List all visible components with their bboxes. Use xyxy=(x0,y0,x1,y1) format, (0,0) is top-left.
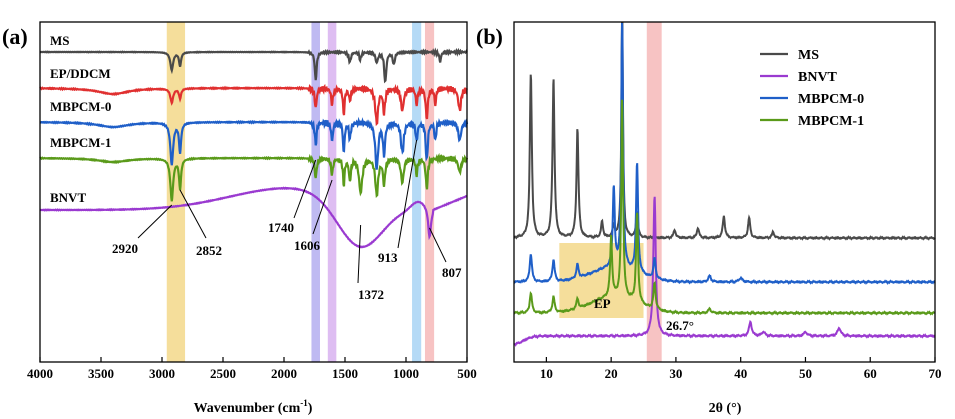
x-tick-label: 10 xyxy=(540,366,553,381)
annotations-b: EP 26.7° xyxy=(594,296,694,333)
peak-annotation: 1606 xyxy=(294,238,321,253)
legend-label: MBPCM-0 xyxy=(798,92,864,107)
x-tick-label: 30 xyxy=(669,366,682,381)
peak-annotation: 1372 xyxy=(358,287,384,302)
series-line xyxy=(39,186,467,249)
panel-label-b: (b) xyxy=(476,24,503,49)
annotation-leader xyxy=(137,204,173,239)
series-line xyxy=(39,83,468,127)
x-tick-label: 1000 xyxy=(393,366,419,381)
panel-a: 4000 3500 3000 2500 2000 1500 1000 500 MS EP/DDC… xyxy=(2,21,477,416)
legend: MS BNVT MBPCM-0 MBPCM-1 xyxy=(760,48,864,129)
ep-label: EP xyxy=(594,296,611,311)
highlight-band xyxy=(559,243,644,318)
x-axis-a: 4000 3500 3000 2500 2000 1500 1000 500 xyxy=(27,357,477,381)
x-tick-label: 3000 xyxy=(149,366,175,381)
x-tick-label: 20 xyxy=(605,366,618,381)
x-axis-title-a: Wavenumber (cm-1) xyxy=(194,398,313,416)
peak-annotation: 913 xyxy=(378,250,398,265)
highlight-band xyxy=(646,22,662,362)
series-line xyxy=(40,47,468,84)
plot-frame-b xyxy=(513,21,936,363)
highlight-band xyxy=(327,22,337,362)
series-label: BNVT xyxy=(50,190,86,205)
x-tick-label: 4000 xyxy=(27,366,53,381)
series-group xyxy=(39,47,469,249)
annotation-leader xyxy=(357,224,362,284)
x-tick-label: 2500 xyxy=(210,366,236,381)
series-label: MS xyxy=(50,33,70,48)
x-tick-label: 2000 xyxy=(271,366,297,381)
peak-annotation: 26.7° xyxy=(666,318,694,333)
annotation-leader xyxy=(397,139,418,249)
series-labels-a: MS EP/DDCM MBPCM-0 MBPCM-1 BNVT xyxy=(50,33,111,205)
plot-frame-a xyxy=(39,21,468,363)
peak-annotation: 2920 xyxy=(112,241,138,256)
legend-label: BNVT xyxy=(798,70,838,85)
highlight-band xyxy=(412,22,422,362)
highlight-band xyxy=(311,22,320,362)
annotation-leader xyxy=(179,189,207,239)
x-tick-label: 500 xyxy=(457,366,477,381)
series-line xyxy=(513,99,936,316)
series-line xyxy=(513,196,936,347)
x-tick-label: 60 xyxy=(864,366,877,381)
x-tick-label: 50 xyxy=(799,366,812,381)
panel-b: 10 20 30 40 50 60 70 MS BNVT MBPCM-0 MBPCM-1 EP 26… xyxy=(476,21,942,416)
x-tick-label: 40 xyxy=(734,366,747,381)
series-label: MBPCM-1 xyxy=(50,135,111,150)
x-axis-title-b: 2θ (°) xyxy=(709,401,742,416)
peak-annotation: 807 xyxy=(442,265,462,280)
annotation-leader xyxy=(429,227,447,263)
x-tick-label: 3500 xyxy=(88,366,114,381)
legend-label: MBPCM-1 xyxy=(798,114,864,129)
series-label: EP/DDCM xyxy=(50,66,111,81)
x-tick-label: 70 xyxy=(929,366,942,381)
series-line xyxy=(39,116,469,170)
x-tick-label: 1500 xyxy=(332,366,358,381)
series-line xyxy=(39,152,469,202)
highlight-band xyxy=(424,22,435,362)
annotation-leader xyxy=(293,159,317,219)
band-group xyxy=(166,22,435,362)
series-line xyxy=(513,22,936,285)
peak-annotation: 1740 xyxy=(268,220,294,235)
x-axis-b: 10 20 30 40 50 60 70 xyxy=(540,357,942,381)
band-group xyxy=(559,22,662,362)
series-label: MBPCM-0 xyxy=(50,99,111,114)
highlight-band xyxy=(166,22,186,362)
panel-label-a: (a) xyxy=(2,24,28,49)
series-line xyxy=(513,22,936,241)
annotation-leader xyxy=(312,179,333,235)
legend-label: MS xyxy=(798,48,819,63)
peak-annotation: 2852 xyxy=(196,243,222,258)
series-group xyxy=(513,22,936,347)
